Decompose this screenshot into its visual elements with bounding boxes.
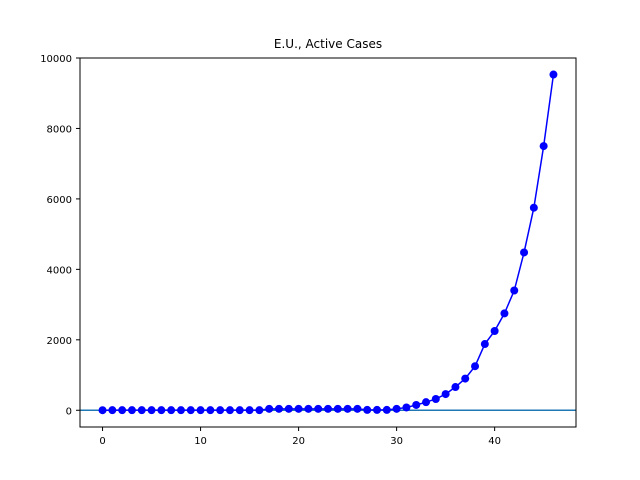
y-tick-label: 6000	[47, 195, 72, 206]
x-tick-label: 10	[194, 436, 207, 447]
data-point	[98, 406, 107, 415]
data-point	[490, 327, 499, 336]
data-point	[118, 406, 127, 415]
data-point	[206, 406, 215, 415]
data-point	[137, 406, 146, 415]
x-tick-label: 0	[99, 436, 105, 447]
plot-area	[80, 70, 576, 415]
data-point	[186, 406, 195, 415]
data-point	[343, 404, 352, 413]
data-point	[441, 390, 450, 399]
data-point	[108, 406, 117, 415]
data-point	[196, 406, 205, 415]
y-tick-label: 10000	[40, 54, 72, 65]
y-tick-label: 0	[66, 406, 72, 417]
data-point	[431, 394, 440, 403]
data-point	[363, 405, 372, 414]
data-point	[176, 406, 185, 415]
data-point	[412, 400, 421, 409]
data-point	[382, 405, 391, 414]
data-point	[529, 203, 538, 212]
x-tick-label: 40	[488, 436, 501, 447]
data-point	[471, 362, 480, 371]
data-point	[480, 340, 489, 349]
data-point	[539, 142, 548, 151]
data-point	[314, 404, 323, 413]
data-point	[510, 286, 519, 295]
data-point	[284, 404, 293, 413]
data-point	[451, 383, 460, 392]
data-point	[127, 406, 136, 415]
data-point	[373, 405, 382, 414]
data-point	[500, 309, 509, 318]
y-tick-label: 8000	[47, 124, 72, 135]
data-point	[304, 404, 313, 413]
plot-frame	[79, 57, 577, 428]
data-point	[245, 406, 254, 415]
y-tick-label: 4000	[47, 265, 72, 276]
data-point	[461, 374, 470, 383]
y-tick-label: 2000	[47, 336, 72, 347]
data-point	[333, 404, 342, 413]
data-point	[294, 404, 303, 413]
data-point	[520, 248, 529, 257]
data-point	[274, 404, 283, 413]
x-tick-label: 20	[292, 436, 305, 447]
data-point	[167, 406, 176, 415]
data-point	[392, 404, 401, 413]
data-point	[265, 404, 274, 413]
data-point	[216, 406, 225, 415]
x-axis: 0 10 20 30 40	[99, 427, 501, 447]
series-line-0	[102, 74, 555, 411]
data-point	[402, 403, 411, 412]
chart-title: E.U., Active Cases	[274, 37, 382, 51]
data-point	[549, 70, 558, 79]
data-point	[235, 406, 244, 415]
data-point	[255, 406, 264, 415]
data-point	[147, 406, 156, 415]
data-point	[157, 406, 166, 415]
data-point	[324, 404, 332, 413]
data-point	[225, 406, 234, 415]
data-point	[422, 398, 431, 407]
x-tick-label: 30	[390, 436, 403, 447]
y-axis: 0 2000 4000 6000 8000 10000	[40, 54, 80, 417]
data-point	[353, 404, 362, 413]
